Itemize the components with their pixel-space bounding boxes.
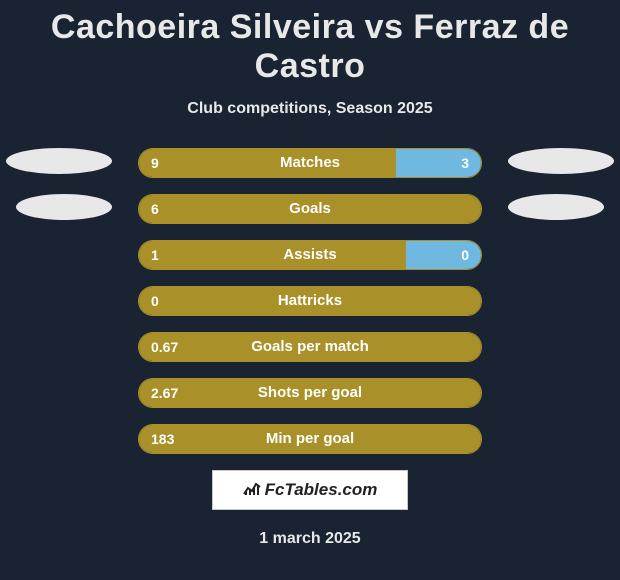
stat-value-right: 3: [461, 149, 469, 177]
stat-row: 2.67Shots per goal: [138, 378, 482, 408]
chart-icon: [243, 480, 261, 501]
stat-row: 9Matches3: [138, 148, 482, 178]
stat-label: Goals per match: [139, 333, 481, 361]
player-avatar-left-1: [6, 148, 112, 174]
date-label: 1 march 2025: [0, 530, 620, 548]
stat-row: 0.67Goals per match: [138, 332, 482, 362]
stat-label: Matches: [139, 149, 481, 177]
player-avatar-right-1: [508, 148, 614, 174]
stats-area: 9Matches36Goals1Assists00Hattricks0.67Go…: [0, 148, 620, 454]
player-avatar-right-2: [508, 194, 604, 220]
stat-label: Goals: [139, 195, 481, 223]
page-title: Cachoeira Silveira vs Ferraz de Castro: [0, 0, 620, 86]
stat-value-right: 0: [461, 241, 469, 269]
stat-row: 1Assists0: [138, 240, 482, 270]
stat-row: 0Hattricks: [138, 286, 482, 316]
stat-row: 6Goals: [138, 194, 482, 224]
stat-row: 183Min per goal: [138, 424, 482, 454]
stat-label: Hattricks: [139, 287, 481, 315]
player-avatar-left-2: [16, 194, 112, 220]
stat-label: Assists: [139, 241, 481, 269]
fctables-logo[interactable]: FcTables.com: [212, 470, 408, 510]
subtitle: Club competitions, Season 2025: [0, 100, 620, 118]
logo-text: FcTables.com: [265, 480, 378, 500]
stat-label: Min per goal: [139, 425, 481, 453]
stat-label: Shots per goal: [139, 379, 481, 407]
